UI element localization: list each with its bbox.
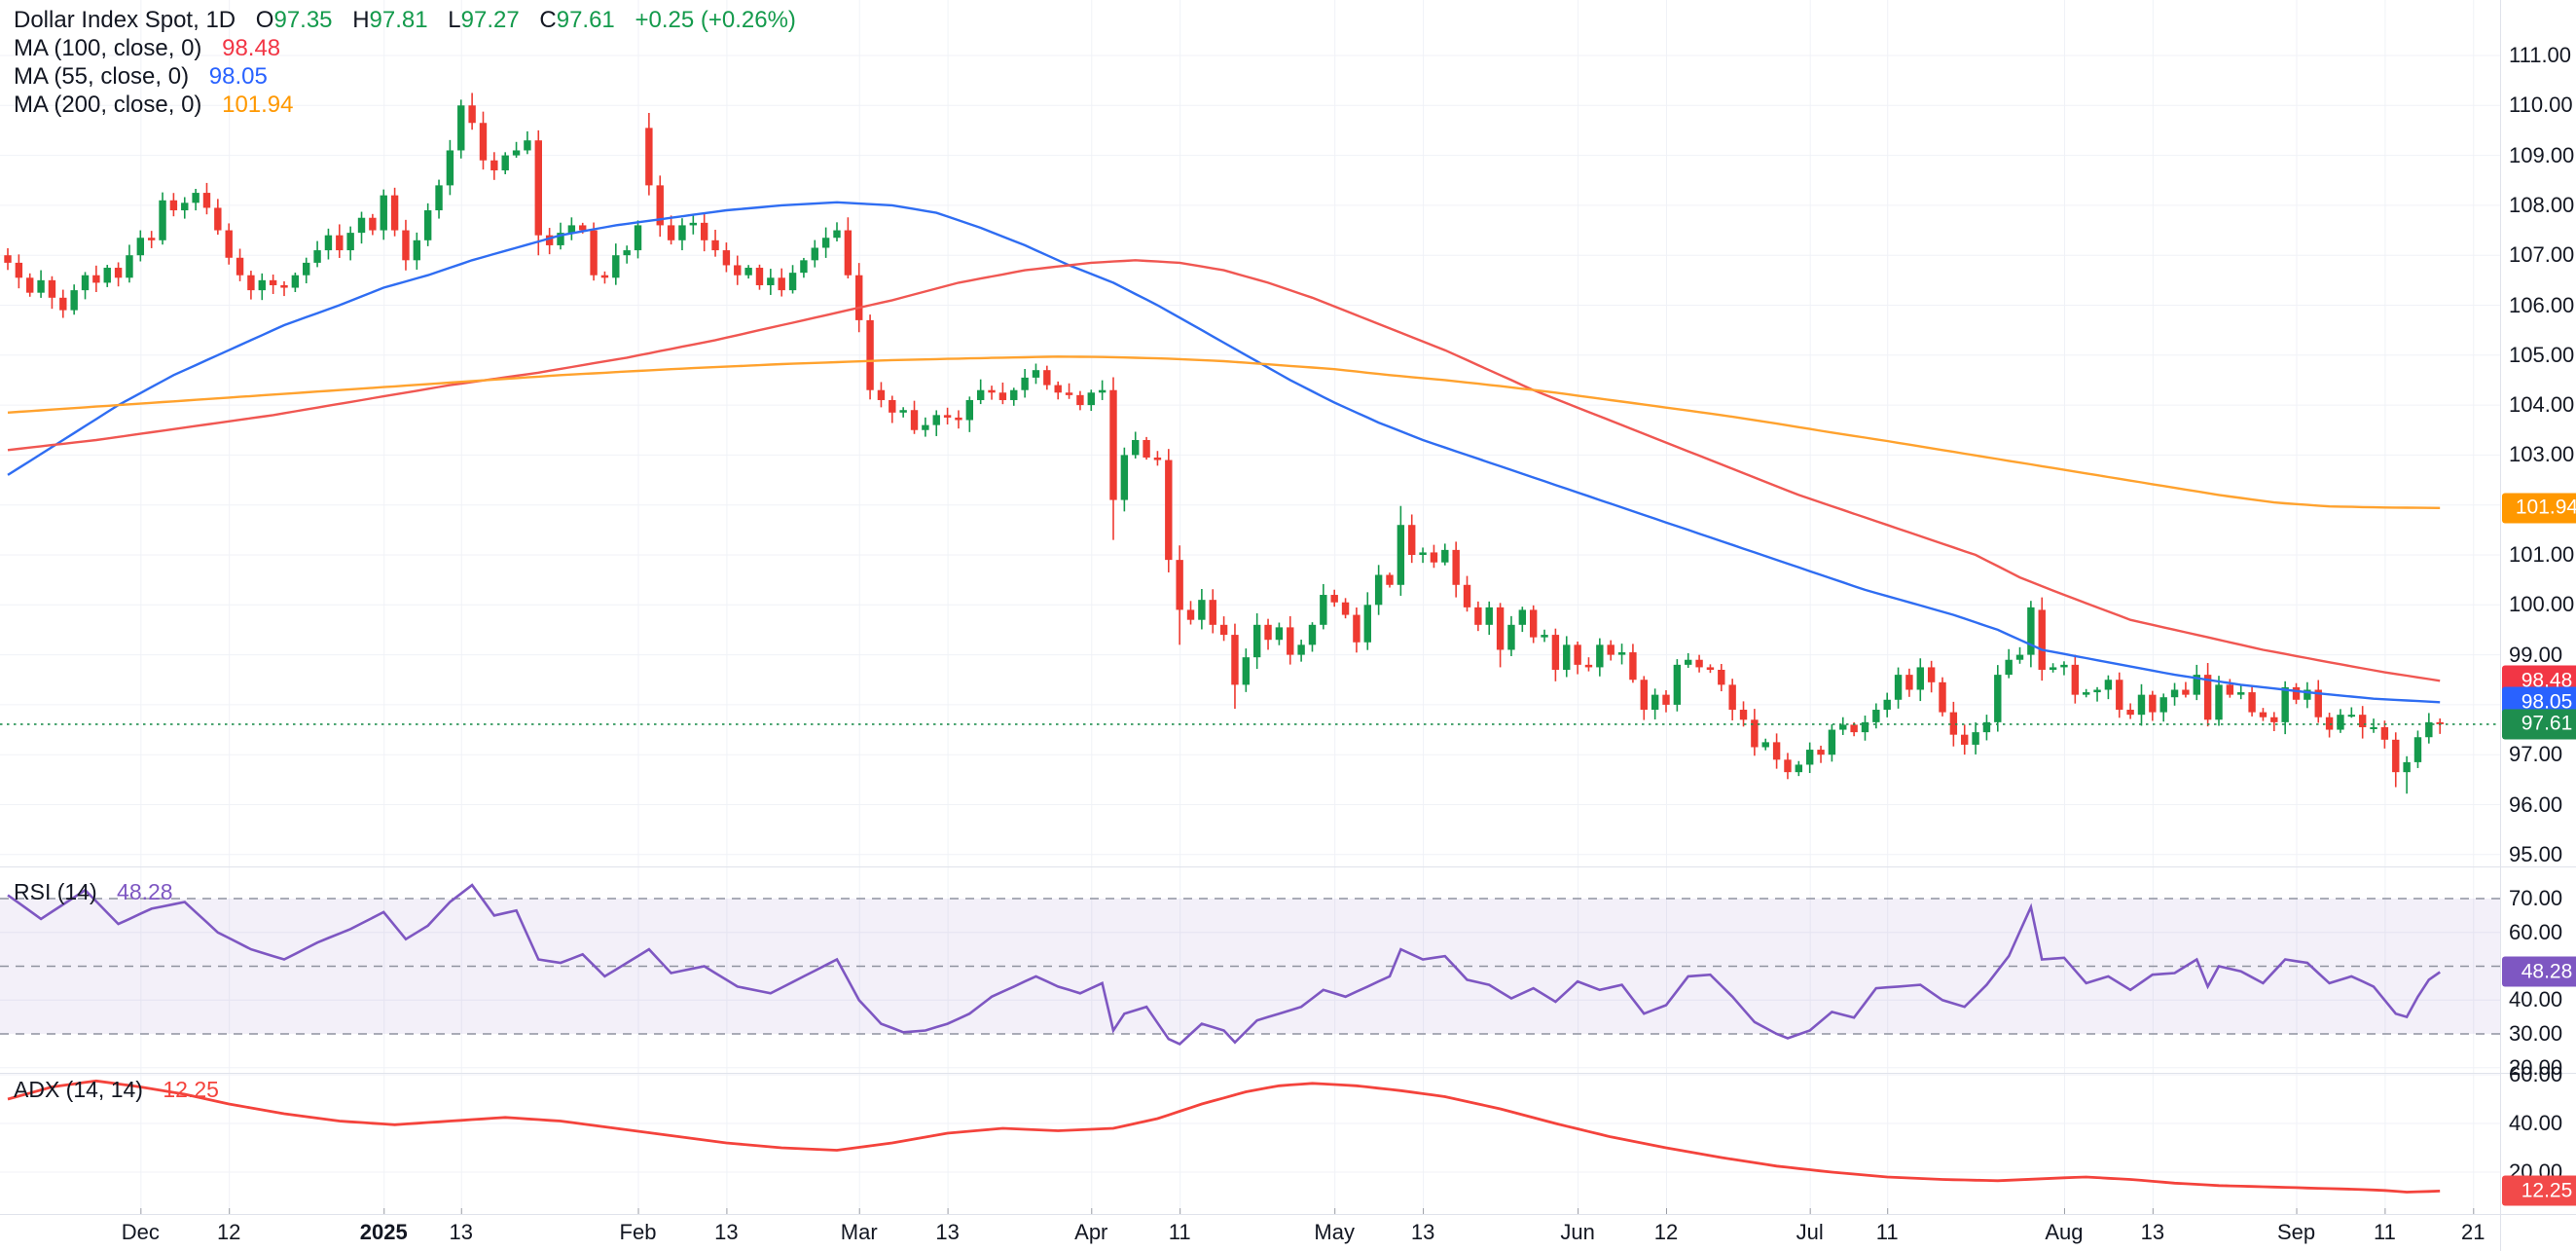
time-axis-label: Dec — [121, 1220, 160, 1244]
rsi-value-badge: 48.28 — [2502, 956, 2576, 987]
adx-label: ADX (14, 14) — [14, 1077, 143, 1102]
price-tick-label: 110.00 — [2509, 92, 2573, 118]
rsi-line — [7, 883, 2441, 1046]
symbol-title: Dollar Index Spot, 1D — [14, 7, 236, 33]
time-axis-label: 11 — [2373, 1220, 2396, 1244]
ma200-label: MA (200, close, 0) — [14, 92, 202, 118]
ma100-line — [7, 259, 2441, 682]
time-axis-label: 12 — [1653, 1220, 1679, 1244]
rsi-tick-label: 40.00 — [2509, 987, 2563, 1012]
time-axis-label: 13 — [2140, 1220, 2165, 1244]
rsi-tick-label: 20.00 — [2509, 1054, 2563, 1080]
time-axis-label: 13 — [935, 1220, 960, 1244]
price-tick-label: 109.00 — [2509, 142, 2575, 167]
price-tick-label: 95.00 — [2509, 841, 2563, 866]
time-axis-label: Sep — [2276, 1220, 2316, 1244]
ma200-line — [7, 355, 2441, 509]
change-value: +0.25 (+0.26%) — [635, 7, 796, 33]
ma55-label: MA (55, close, 0) — [14, 63, 190, 90]
adx-line — [7, 1079, 2441, 1194]
price-tick-label: 108.00 — [2509, 192, 2575, 217]
time-axis-label: 11 — [1168, 1220, 1191, 1244]
high-value: 97.81 — [369, 7, 428, 33]
time-axis-label: 2025 — [359, 1220, 408, 1244]
price-value-badge: 97.61 — [2502, 709, 2576, 740]
time-axis-label: Jun — [1560, 1220, 1595, 1244]
open-label: O — [255, 7, 274, 33]
time-axis-label: 11 — [1875, 1220, 1899, 1244]
price-tick-label: 99.00 — [2509, 642, 2563, 667]
price-tick-label: 107.00 — [2509, 242, 2575, 268]
price-tick-label: 97.00 — [2509, 742, 2563, 767]
price-tick-label: 101.00 — [2509, 542, 2575, 567]
rsi-tick-label: 60.00 — [2509, 919, 2563, 944]
ma200-legend-row[interactable]: MA (200, close, 0) 101.94 — [14, 91, 796, 119]
time-axis-label: 13 — [714, 1220, 739, 1244]
time-axis-label: Mar — [840, 1220, 878, 1244]
low-label: L — [448, 7, 461, 33]
ma100-value: 98.48 — [222, 35, 281, 61]
price-tick-label: 96.00 — [2509, 791, 2563, 817]
adx-value-badge: 12.25 — [2502, 1175, 2576, 1206]
rsi-value: 48.28 — [117, 879, 173, 904]
adx-legend-row[interactable]: ADX (14, 14) 12.25 — [14, 1077, 219, 1103]
price-tick-label: 100.00 — [2509, 592, 2575, 617]
ma55-line — [7, 201, 2441, 704]
close-label: C — [539, 7, 557, 33]
rsi-tick-label: 70.00 — [2509, 886, 2563, 910]
low-value: 97.27 — [460, 7, 520, 33]
time-axis-label: Feb — [619, 1220, 657, 1244]
price-tick-label: 104.00 — [2509, 392, 2575, 418]
high-label: H — [352, 7, 370, 33]
ma55-value: 98.05 — [208, 63, 268, 90]
time-axis-label: 13 — [1410, 1220, 1435, 1244]
ma200-value: 101.94 — [222, 92, 294, 118]
rsi-tick-label: 30.00 — [2509, 1021, 2563, 1046]
ma100-label: MA (100, close, 0) — [14, 35, 202, 61]
rsi-label: RSI (14) — [14, 879, 97, 904]
time-axis-label: 21 — [2461, 1220, 2485, 1244]
ma100-legend-row[interactable]: MA (100, close, 0) 98.48 — [14, 34, 796, 62]
time-axis-label: 13 — [449, 1220, 473, 1244]
candlestick-series — [4, 92, 2444, 794]
time-axis-label: Aug — [2045, 1220, 2084, 1244]
ma55-legend-row[interactable]: MA (55, close, 0) 98.05 — [14, 62, 796, 91]
adx-value: 12.25 — [163, 1077, 219, 1102]
price-value-badge: 101.94 — [2502, 493, 2576, 524]
time-axis-label: Apr — [1074, 1220, 1108, 1244]
time-axis-label: May — [1314, 1220, 1355, 1244]
open-value: 97.35 — [273, 7, 333, 33]
adx-tick-label: 40.00 — [2509, 1111, 2563, 1135]
price-tick-label: 111.00 — [2509, 43, 2572, 67]
price-tick-label: 105.00 — [2509, 342, 2575, 367]
adx-tick-label: 60.00 — [2509, 1062, 2563, 1086]
symbol-legend: Dollar Index Spot, 1D O97.35 H97.81 L97.… — [14, 6, 796, 119]
time-axis-label: 12 — [216, 1220, 241, 1244]
rsi-legend-row[interactable]: RSI (14) 48.28 — [14, 879, 173, 905]
price-tick-label: 103.00 — [2509, 442, 2575, 467]
close-value: 97.61 — [556, 7, 615, 33]
symbol-info-row[interactable]: Dollar Index Spot, 1D O97.35 H97.81 L97.… — [14, 6, 796, 34]
time-axis-label: Jul — [1796, 1220, 1824, 1244]
price-tick-label: 106.00 — [2509, 292, 2575, 317]
